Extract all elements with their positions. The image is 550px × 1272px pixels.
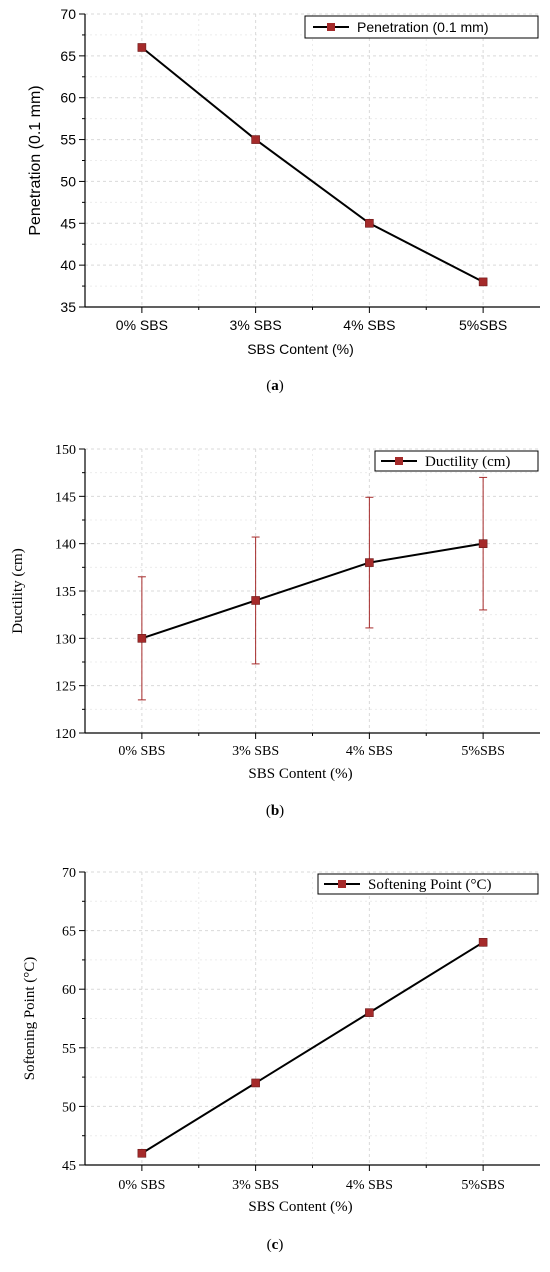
x-tick-label: 5%SBS bbox=[461, 744, 505, 759]
series-line bbox=[141, 941, 484, 1155]
data-point-marker bbox=[137, 634, 147, 643]
data-point-marker bbox=[137, 43, 147, 52]
legend-marker bbox=[395, 457, 403, 465]
x-tick-label: 3% SBS bbox=[232, 744, 279, 759]
x-tick-label: 3% SBS bbox=[230, 317, 282, 333]
y-tick-label: 55 bbox=[60, 132, 76, 148]
y-tick-label: 45 bbox=[60, 215, 76, 231]
caption-b: (b) bbox=[265, 803, 285, 819]
caption-c: (c) bbox=[266, 1237, 284, 1253]
x-tick-label: 0% SBS bbox=[116, 317, 168, 333]
y-axis-title: Penetration (0.1 mm) bbox=[27, 85, 44, 235]
legend-marker bbox=[338, 880, 346, 888]
legend-marker bbox=[327, 23, 335, 31]
grid bbox=[85, 13, 540, 308]
x-tick-label: 5%SBS bbox=[459, 317, 507, 333]
data-point-marker bbox=[251, 135, 260, 144]
grid bbox=[85, 871, 540, 1166]
x-tick-label: 0% SBS bbox=[118, 1178, 165, 1193]
data-point-marker bbox=[137, 1148, 147, 1158]
y-tick-label: 50 bbox=[62, 1100, 76, 1115]
x-tick-label: 5%SBS bbox=[461, 1178, 505, 1193]
data-point-marker bbox=[251, 1078, 260, 1088]
data-point-marker bbox=[478, 539, 488, 548]
x-tick-label: 4% SBS bbox=[343, 317, 395, 333]
y-tick-label: 60 bbox=[60, 90, 76, 106]
y-tick-label: 130 bbox=[55, 632, 76, 647]
x-axis-title: SBS Content (%) bbox=[248, 766, 352, 782]
legend: Penetration (0.1 mm) bbox=[304, 15, 539, 39]
y-tick-label: 65 bbox=[60, 48, 76, 64]
y-tick-label: 40 bbox=[60, 257, 76, 273]
y-tick-label: 45 bbox=[62, 1159, 76, 1174]
y-tick-label: 120 bbox=[55, 727, 76, 742]
chart-panel-b: 120 125 130 135 140 145 150 0% SBS 3% SBS 4% SBS 5… bbox=[0, 415, 550, 835]
y-tick-label: 140 bbox=[55, 538, 76, 553]
x-axis-title: SBS Content (%) bbox=[248, 1199, 352, 1215]
y-tick-label: 150 bbox=[55, 443, 76, 458]
chart-b: 120 125 130 135 140 145 150 0% SBS 3% SBS 4% SBS 5… bbox=[10, 443, 540, 782]
y-tick-label: 70 bbox=[62, 866, 76, 881]
data-point-marker bbox=[478, 277, 488, 287]
y-tick-label: 135 bbox=[55, 585, 76, 600]
y-tick-label: 35 bbox=[60, 299, 76, 315]
legend-box bbox=[317, 873, 539, 895]
data-point-marker bbox=[365, 218, 374, 228]
chart-a: 35 40 45 50 55 60 65 70 0% SBS 3% SBS 4% SBS 5%SBS S… bbox=[27, 6, 540, 357]
y-tick-label: 50 bbox=[60, 173, 76, 189]
legend-label: Penetration (0.1 mm) bbox=[357, 19, 489, 35]
y-tick-label: 145 bbox=[55, 490, 76, 505]
chart-panel-c: 45 50 55 60 65 70 0% SBS 3% SBS 4% SBS 5%SBS SBS C… bbox=[0, 845, 550, 1267]
data-point-marker bbox=[365, 1008, 374, 1017]
x-tick-label: 3% SBS bbox=[232, 1178, 279, 1193]
x-tick-label: 0% SBS bbox=[118, 744, 165, 759]
data-point-marker bbox=[365, 558, 374, 567]
legend-label: Ductility (cm) bbox=[425, 454, 510, 470]
legend-box bbox=[304, 15, 539, 39]
caption-a: (a) bbox=[266, 378, 284, 394]
data-point-marker bbox=[478, 938, 488, 947]
x-axis-title: SBS Content (%) bbox=[247, 341, 354, 357]
x-tick-label: 4% SBS bbox=[346, 1178, 393, 1193]
grid bbox=[85, 448, 540, 734]
data-point-marker bbox=[251, 596, 260, 605]
series-line bbox=[141, 46, 484, 283]
chart-panel-a: 35 40 45 50 55 60 65 70 0% SBS 3% SBS 4% SBS 5%SBS S… bbox=[0, 0, 550, 400]
y-axis-title: Softening Point (°C) bbox=[22, 957, 38, 1081]
chart-c: 45 50 55 60 65 70 0% SBS 3% SBS 4% SBS 5%SBS SBS C… bbox=[22, 866, 540, 1215]
series-line bbox=[141, 542, 484, 640]
y-tick-label: 65 bbox=[62, 925, 76, 940]
y-axis-title: Ductility (cm) bbox=[10, 548, 26, 633]
y-tick-label: 70 bbox=[60, 6, 76, 22]
y-tick-label: 60 bbox=[62, 983, 76, 998]
legend: Ductility (cm) bbox=[374, 450, 539, 472]
y-tick-label: 125 bbox=[55, 680, 76, 695]
legend-label: Softening Point (°C) bbox=[368, 877, 492, 893]
x-tick-label: 4% SBS bbox=[346, 744, 393, 759]
legend: Softening Point (°C) bbox=[317, 873, 539, 895]
legend-box bbox=[374, 450, 539, 472]
y-tick-label: 55 bbox=[62, 1042, 76, 1057]
